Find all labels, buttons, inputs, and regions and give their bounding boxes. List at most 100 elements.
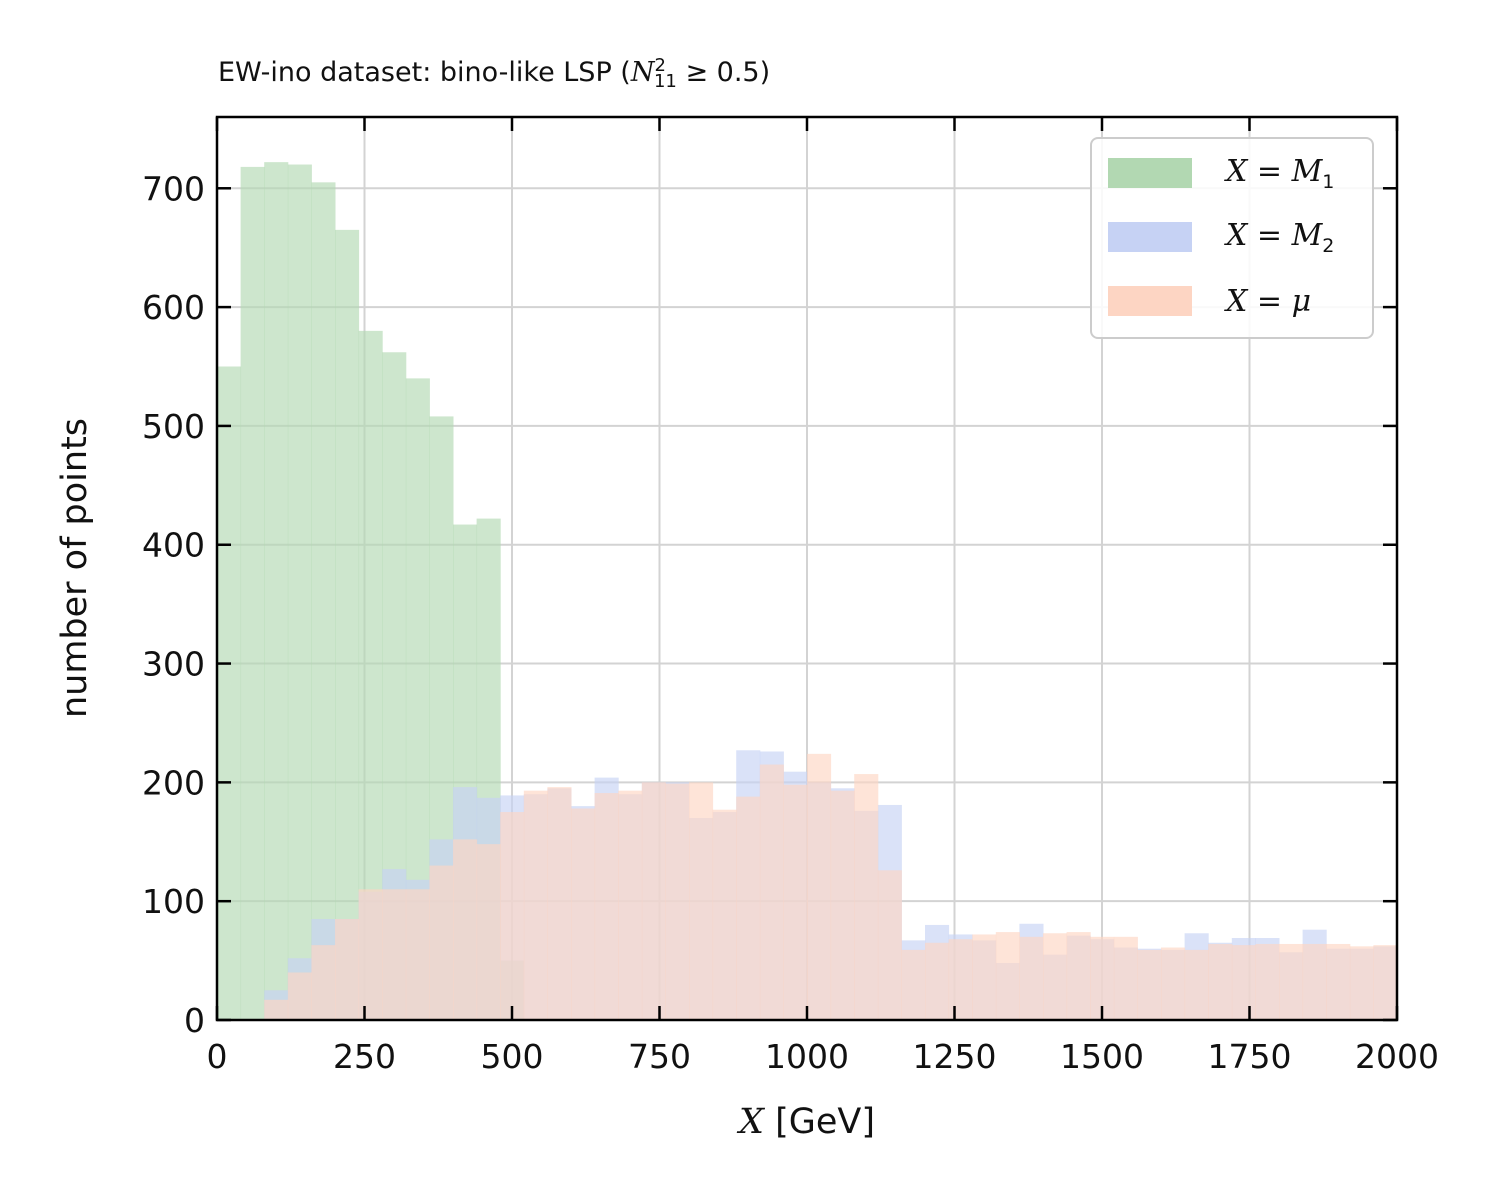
histogram-bar (830, 790, 855, 1020)
x-axis-unit: [GeV] (764, 1102, 875, 1142)
legend-label-mu: X = μ (1226, 284, 1311, 319)
legend-label-m1-text: X = M (1226, 153, 1323, 189)
histogram-bar (783, 784, 808, 1020)
histogram-bar (476, 844, 501, 1020)
histogram-bar (948, 939, 973, 1020)
histogram-bar (877, 870, 902, 1020)
legend-swatch-mu (1108, 286, 1192, 316)
legend-label-m1-sub: 1 (1322, 170, 1335, 193)
histogram-bar (1302, 943, 1327, 1020)
histogram-bar (594, 793, 619, 1020)
x-tick-label: 0 (207, 1037, 228, 1076)
histogram-bar (1373, 945, 1398, 1020)
histogram-bar (759, 764, 784, 1020)
histogram-bar (901, 949, 926, 1020)
histogram-bar (1326, 943, 1351, 1020)
x-tick-label: 1500 (1060, 1037, 1144, 1076)
histogram-bar (571, 808, 596, 1020)
x-tick-label: 1000 (765, 1037, 849, 1076)
histogram-bar (547, 787, 572, 1020)
x-tick-label: 1250 (913, 1037, 997, 1076)
histogram-bar (453, 839, 478, 1020)
histogram-bar (1137, 949, 1162, 1020)
histogram-bar (665, 783, 690, 1020)
histogram-bar (287, 972, 312, 1020)
legend-label-m1: X = M1 (1226, 154, 1334, 193)
x-tick-label: 750 (628, 1037, 691, 1076)
histogram-bar (854, 774, 879, 1020)
title-symbol: N (630, 57, 655, 88)
histogram-bar (264, 162, 289, 1020)
axis-ticks (215, 117, 1399, 1022)
title-subscript: 11 (653, 71, 677, 93)
histogram-bar (1231, 945, 1256, 1020)
histogram-bar (1113, 936, 1138, 1020)
x-tick-label: 500 (481, 1037, 544, 1076)
histogram-bar (995, 932, 1020, 1020)
y-tick-label: 700 (142, 169, 205, 208)
tick-labels: 0 250 500 750 1000 1250 1500 1750 20000100200300… (142, 169, 1439, 1076)
histogram-bar (1019, 936, 1044, 1020)
title-relation: ≥ (685, 57, 709, 88)
histogram-bar (264, 999, 289, 1020)
y-axis-label: number of points (55, 418, 95, 718)
x-axis-label: X [GeV] (736, 1102, 875, 1142)
chart-legend: X = M1 X = M2 X = μ (1090, 137, 1374, 339)
histogram-bar (311, 945, 336, 1020)
histogram-bar (429, 865, 454, 1020)
legend-swatch-m1 (1108, 158, 1192, 188)
histogram-bar (1043, 933, 1068, 1020)
histogram-bar (240, 166, 265, 1020)
histogram-bar (712, 809, 737, 1020)
legend-item-mu: X = μ (1108, 283, 1311, 319)
chart-title: EW-ino dataset: bino-like LSP (N211 ≥ 0.… (218, 55, 770, 92)
histogram-bar (618, 790, 643, 1020)
histogram-bar (1255, 943, 1280, 1020)
legend-label-m2: X = M2 (1226, 218, 1334, 257)
legend-label-m2-text: X = M (1226, 217, 1323, 253)
x-axis-variable: X (736, 1102, 766, 1142)
histogram-bar (1208, 943, 1233, 1020)
histogram-bar (405, 889, 430, 1020)
histogram-bar (736, 796, 761, 1020)
y-tick-label: 100 (142, 882, 205, 921)
histogram-bar (1349, 946, 1374, 1020)
histogram-bar (972, 934, 997, 1020)
y-tick-label: 300 (142, 645, 205, 684)
legend-label-m2-sub: 2 (1322, 234, 1335, 257)
chart-title-text: EW-ino dataset: bino-like LSP ( (218, 57, 631, 88)
legend-swatch-m2 (1108, 222, 1192, 252)
legend-item-m2: X = M2 (1108, 218, 1334, 257)
legend-label-mu-text: X = μ (1226, 283, 1312, 319)
title-close: ) (759, 57, 771, 88)
histogram-bar (641, 782, 666, 1020)
histogram-bar (500, 812, 525, 1020)
y-tick-label: 200 (142, 763, 205, 802)
histogram-bars (217, 162, 1398, 1021)
y-tick-label: 0 (184, 1001, 205, 1040)
histogram-bar (335, 919, 360, 1020)
title-value: 0.5 (716, 57, 760, 88)
title-superscript: 2 (654, 55, 666, 76)
histogram-bar (217, 366, 242, 1020)
x-tick-label: 1750 (1208, 1037, 1292, 1076)
y-tick-label: 600 (142, 288, 205, 327)
histogram-bar (287, 164, 312, 1021)
histogram-bar (1066, 932, 1091, 1020)
x-tick-label: 250 (333, 1037, 396, 1076)
legend-item-m1: X = M1 (1108, 154, 1334, 193)
histogram-bar (689, 782, 714, 1020)
x-tick-label: 2000 (1355, 1037, 1439, 1076)
histogram-bar (311, 182, 336, 1020)
histogram-bar (1184, 949, 1209, 1020)
y-tick-label: 400 (142, 526, 205, 565)
histogram-bar (335, 229, 360, 1020)
histogram-bar (1279, 943, 1304, 1020)
series-3-bars (264, 753, 1398, 1020)
histogram-bar (807, 753, 832, 1020)
y-tick-label: 500 (142, 407, 205, 446)
histogram-bar (358, 889, 383, 1020)
histogram-bar (382, 889, 407, 1020)
histogram-bar (1161, 947, 1186, 1020)
